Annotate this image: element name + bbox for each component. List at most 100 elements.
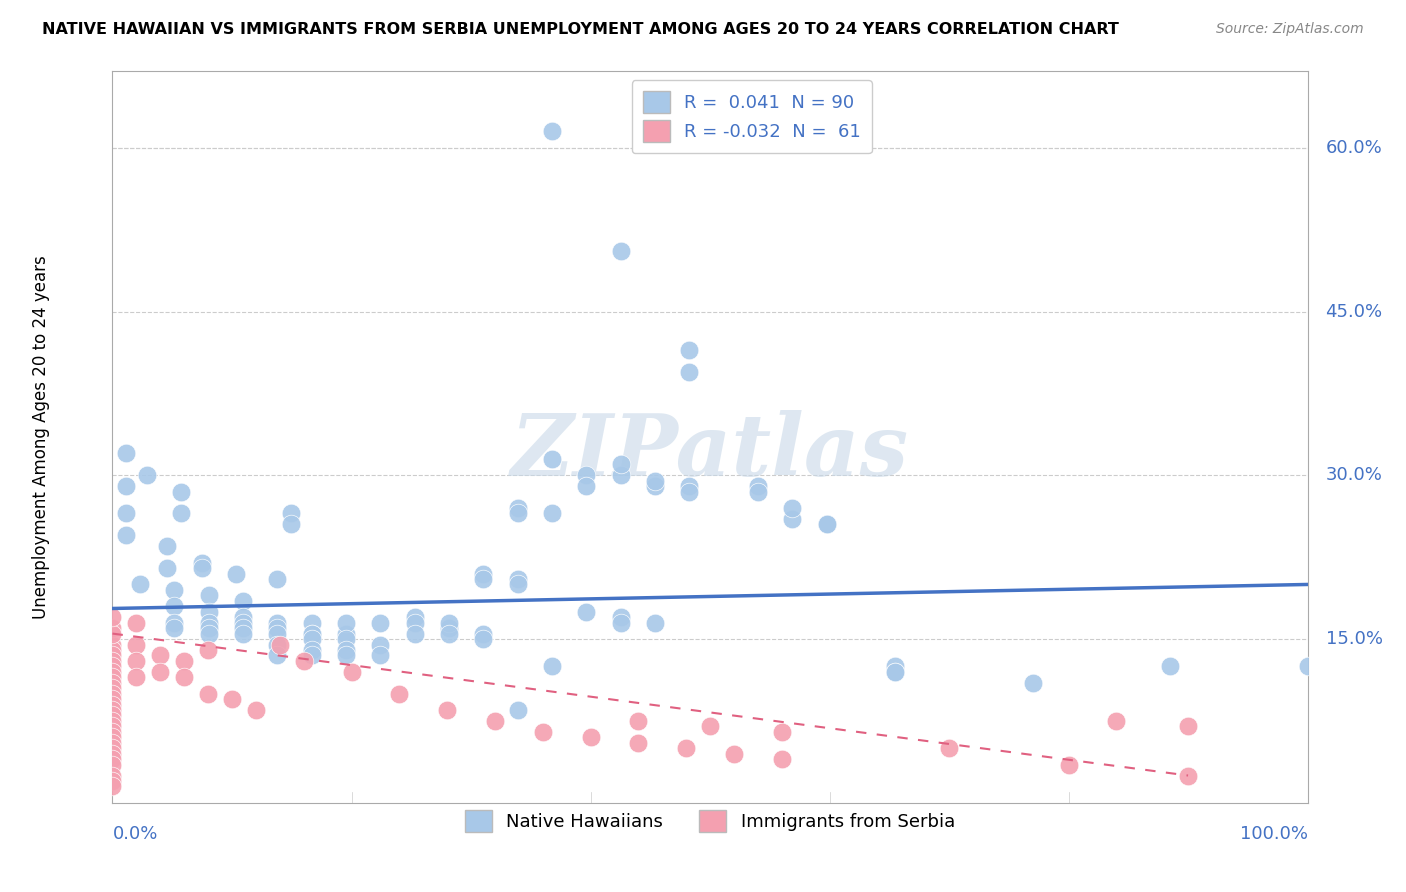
Point [245, 703, 267, 717]
Point [163, 621, 186, 635]
Point [101, 768, 124, 782]
Point [101, 638, 124, 652]
Point [370, 638, 392, 652]
Point [575, 605, 598, 619]
Point [280, 517, 302, 532]
Point [627, 736, 650, 750]
Point [675, 741, 697, 756]
Point [404, 610, 426, 624]
Point [197, 643, 219, 657]
Text: 0.0%: 0.0% [112, 825, 157, 843]
Point [436, 703, 458, 717]
Point [609, 458, 631, 472]
Point [101, 643, 124, 657]
Point [301, 643, 323, 657]
Point [938, 741, 960, 756]
Point [472, 566, 495, 581]
Point [770, 752, 793, 766]
Point [225, 566, 247, 581]
Point [101, 724, 124, 739]
Point [101, 665, 124, 679]
Point [370, 648, 392, 663]
Point [884, 665, 907, 679]
Point [101, 741, 124, 756]
Point [770, 724, 793, 739]
Point [101, 719, 124, 733]
Point [506, 703, 529, 717]
Point [101, 692, 124, 706]
Point [506, 507, 529, 521]
Point [609, 468, 631, 483]
Point [163, 582, 186, 597]
Point [101, 621, 124, 635]
Point [644, 615, 666, 630]
Point [197, 588, 219, 602]
Point [101, 714, 124, 728]
Point [101, 670, 124, 684]
Point [335, 626, 357, 640]
Point [472, 632, 495, 646]
Point [541, 659, 564, 673]
Point [404, 626, 426, 640]
Point [301, 632, 323, 646]
Point [191, 556, 214, 570]
Point [173, 670, 195, 684]
Text: 45.0%: 45.0% [1326, 302, 1382, 320]
Text: NATIVE HAWAIIAN VS IMMIGRANTS FROM SERBIA UNEMPLOYMENT AMONG AGES 20 TO 24 YEARS: NATIVE HAWAIIAN VS IMMIGRANTS FROM SERBI… [42, 22, 1119, 37]
Point [404, 615, 426, 630]
Point [723, 747, 745, 761]
Point [266, 638, 288, 652]
Point [197, 626, 219, 640]
Point [269, 638, 291, 652]
Point [101, 659, 124, 673]
Text: 15.0%: 15.0% [1326, 630, 1382, 648]
Point [101, 747, 124, 761]
Point [335, 632, 357, 646]
Point [101, 708, 124, 723]
Point [125, 670, 148, 684]
Point [340, 665, 363, 679]
Point [678, 365, 700, 379]
Point [221, 692, 243, 706]
Point [125, 615, 148, 630]
Point [101, 731, 124, 745]
Point [197, 615, 219, 630]
Point [437, 626, 460, 640]
Point [101, 648, 124, 663]
Point [149, 665, 172, 679]
Point [101, 698, 124, 712]
Point [156, 561, 179, 575]
Point [609, 244, 631, 259]
Point [191, 561, 214, 575]
Point [125, 654, 148, 668]
Point [101, 654, 124, 668]
Point [609, 610, 631, 624]
Point [575, 468, 598, 483]
Point [197, 621, 219, 635]
Point [506, 577, 529, 591]
Point [266, 626, 288, 640]
Text: 100.0%: 100.0% [1240, 825, 1308, 843]
Point [115, 528, 138, 542]
Point [266, 621, 288, 635]
Point [101, 687, 124, 701]
Point [884, 665, 907, 679]
Point [335, 615, 357, 630]
Point [101, 610, 124, 624]
Point [170, 507, 193, 521]
Point [815, 517, 838, 532]
Point [197, 687, 219, 701]
Text: Unemployment Among Ages 20 to 24 years: Unemployment Among Ages 20 to 24 years [32, 255, 49, 619]
Point [678, 479, 700, 493]
Text: 60.0%: 60.0% [1326, 139, 1382, 157]
Point [1022, 675, 1045, 690]
Point [472, 626, 495, 640]
Point [437, 615, 460, 630]
Point [747, 479, 769, 493]
Point [884, 659, 907, 673]
Point [163, 615, 186, 630]
Point [699, 719, 721, 733]
Point [472, 572, 495, 586]
Point [135, 468, 157, 483]
Point [782, 501, 804, 516]
